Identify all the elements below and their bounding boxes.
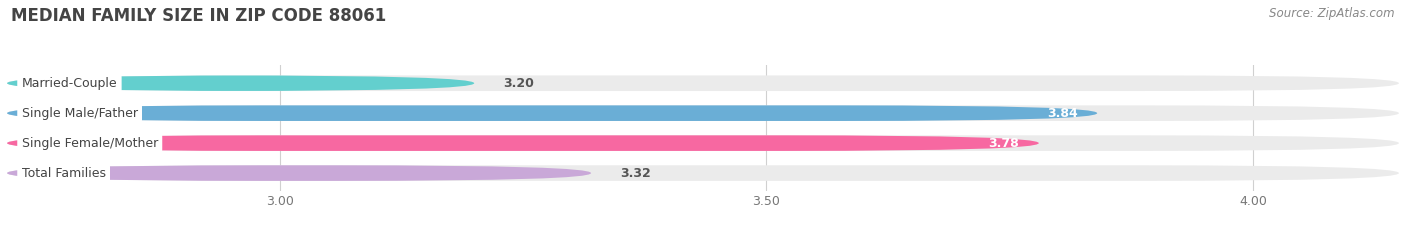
FancyBboxPatch shape xyxy=(7,165,591,181)
Text: Source: ZipAtlas.com: Source: ZipAtlas.com xyxy=(1270,7,1395,20)
Text: Single Male/Father: Single Male/Father xyxy=(21,107,138,120)
Text: 3.32: 3.32 xyxy=(620,167,651,180)
FancyBboxPatch shape xyxy=(7,75,1399,91)
Text: MEDIAN FAMILY SIZE IN ZIP CODE 88061: MEDIAN FAMILY SIZE IN ZIP CODE 88061 xyxy=(11,7,387,25)
FancyBboxPatch shape xyxy=(7,105,1097,121)
Text: 3.20: 3.20 xyxy=(503,77,534,90)
Text: 3.84: 3.84 xyxy=(1047,107,1078,120)
FancyBboxPatch shape xyxy=(7,135,1399,151)
Text: Total Families: Total Families xyxy=(21,167,105,180)
FancyBboxPatch shape xyxy=(7,75,474,91)
Text: Married-Couple: Married-Couple xyxy=(21,77,117,90)
Text: Single Female/Mother: Single Female/Mother xyxy=(21,137,157,150)
FancyBboxPatch shape xyxy=(7,105,1399,121)
FancyBboxPatch shape xyxy=(7,165,1399,181)
FancyBboxPatch shape xyxy=(7,135,1039,151)
Text: 3.78: 3.78 xyxy=(988,137,1019,150)
